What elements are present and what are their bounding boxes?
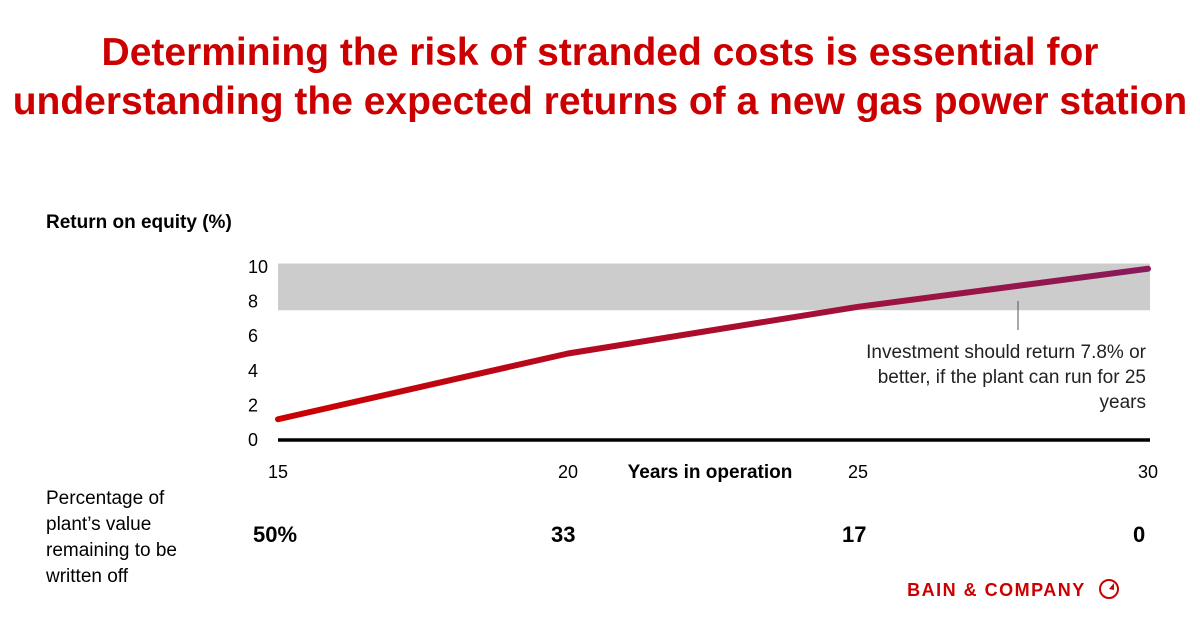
x-axis-label: Years in operation: [628, 462, 793, 483]
x-tick-label: 25: [848, 462, 868, 482]
roe-line: [275, 265, 1151, 423]
x-tick-label: 30: [1138, 462, 1158, 482]
annotation-text: Investment should return 7.8% or better,…: [866, 342, 1146, 413]
y-tick-label: 10: [248, 257, 268, 277]
y-tick-label: 4: [248, 361, 258, 381]
brand-compass-icon: [1099, 579, 1119, 599]
brand-name: BAIN & COMPANY: [907, 580, 1086, 600]
y-tick-label: 0: [248, 430, 258, 450]
brand-logo: BAIN & COMPANY: [907, 578, 1120, 601]
y-tick-label: 8: [248, 292, 258, 312]
writeoff-value: 50%: [253, 522, 298, 547]
writeoff-value: 0: [1133, 522, 1146, 547]
writeoff-value: 17: [842, 522, 867, 547]
chart-title: Determining the risk of stranded costs i…: [12, 31, 1188, 123]
writeoff-label: Percentage of plant’s value remaining to…: [46, 488, 177, 587]
x-tick-label: 15: [268, 462, 288, 482]
y-tick-label: 6: [248, 326, 258, 346]
writeoff-value: 33: [551, 522, 576, 547]
x-tick-label: 20: [558, 462, 578, 482]
y-tick-label: 2: [248, 395, 258, 415]
y-axis-label: Return on equity (%): [46, 212, 232, 233]
